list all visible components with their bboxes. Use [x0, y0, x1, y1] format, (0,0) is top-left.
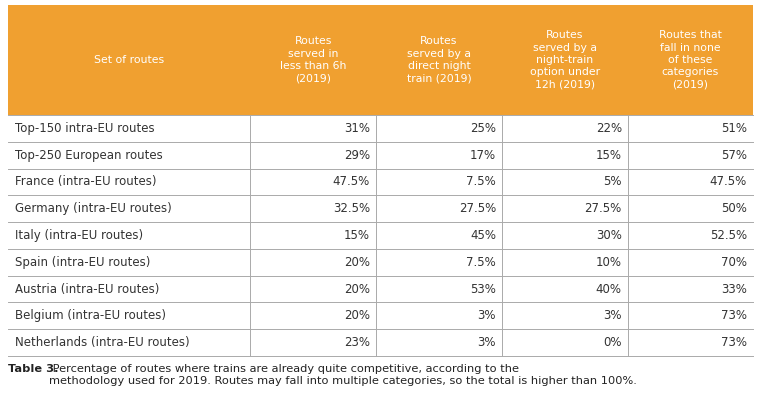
Text: 3%: 3% [603, 309, 622, 322]
Text: Germany (intra-EU routes): Germany (intra-EU routes) [15, 202, 172, 215]
Bar [8, 115, 753, 142]
Text: 53%: 53% [470, 283, 496, 295]
Text: 23%: 23% [344, 336, 370, 349]
Bar [8, 195, 753, 222]
Text: 30%: 30% [596, 229, 622, 242]
Text: 32.5%: 32.5% [333, 202, 370, 215]
Text: Belgium (intra-EU routes): Belgium (intra-EU routes) [15, 309, 166, 322]
Text: 57%: 57% [721, 149, 747, 162]
Text: 20%: 20% [344, 283, 370, 295]
Text: 47.5%: 47.5% [710, 176, 747, 188]
Text: 5%: 5% [603, 176, 622, 188]
Text: 10%: 10% [596, 256, 622, 269]
Text: Spain (intra-EU routes): Spain (intra-EU routes) [15, 256, 151, 269]
Text: 70%: 70% [721, 256, 747, 269]
Bar [8, 222, 753, 249]
Bar [8, 276, 753, 302]
Text: Austria (intra-EU routes): Austria (intra-EU routes) [15, 283, 159, 295]
Text: Top-250 European routes: Top-250 European routes [15, 149, 163, 162]
Text: Percentage of routes where trains are already quite competitive, according to th: Percentage of routes where trains are al… [49, 364, 636, 386]
Text: 73%: 73% [721, 336, 747, 349]
Bar [8, 142, 753, 169]
Text: Italy (intra-EU routes): Italy (intra-EU routes) [15, 229, 143, 242]
Text: 27.5%: 27.5% [459, 202, 496, 215]
Text: 47.5%: 47.5% [333, 176, 370, 188]
Text: Routes
served by a
night-train
option under
12h (2019): Routes served by a night-train option un… [530, 30, 600, 90]
Text: 50%: 50% [721, 202, 747, 215]
Text: 40%: 40% [596, 283, 622, 295]
Text: Netherlands (intra-EU routes): Netherlands (intra-EU routes) [15, 336, 189, 349]
Text: France (intra-EU routes): France (intra-EU routes) [15, 176, 157, 188]
Text: Routes
served in
less than 6h
(2019): Routes served in less than 6h (2019) [280, 36, 346, 84]
Text: Top-150 intra-EU routes: Top-150 intra-EU routes [15, 122, 154, 135]
Text: 51%: 51% [721, 122, 747, 135]
Text: 20%: 20% [344, 256, 370, 269]
Bar [8, 302, 753, 329]
Text: 73%: 73% [721, 309, 747, 322]
Text: 20%: 20% [344, 309, 370, 322]
Text: 7.5%: 7.5% [466, 176, 496, 188]
Bar [8, 169, 753, 195]
Bar [8, 249, 753, 276]
Text: 45%: 45% [470, 229, 496, 242]
Text: 0%: 0% [603, 336, 622, 349]
Text: 15%: 15% [344, 229, 370, 242]
Text: Routes that
fall in none
of these
categories
(2019): Routes that fall in none of these catego… [659, 30, 722, 90]
Bar [8, 329, 753, 356]
Bar [8, 5, 753, 115]
Text: 31%: 31% [344, 122, 370, 135]
Text: 25%: 25% [470, 122, 496, 135]
Text: Routes
served by a
direct night
train (2019): Routes served by a direct night train (2… [406, 36, 471, 84]
Text: 3%: 3% [477, 336, 496, 349]
Text: 29%: 29% [344, 149, 370, 162]
Text: 27.5%: 27.5% [584, 202, 622, 215]
Text: 52.5%: 52.5% [710, 229, 747, 242]
Text: 3%: 3% [477, 309, 496, 322]
Text: Set of routes: Set of routes [94, 55, 164, 65]
Text: Table 3.: Table 3. [8, 364, 59, 374]
Text: 33%: 33% [721, 283, 747, 295]
Text: 15%: 15% [596, 149, 622, 162]
Text: 7.5%: 7.5% [466, 256, 496, 269]
Text: 22%: 22% [596, 122, 622, 135]
Text: 17%: 17% [470, 149, 496, 162]
